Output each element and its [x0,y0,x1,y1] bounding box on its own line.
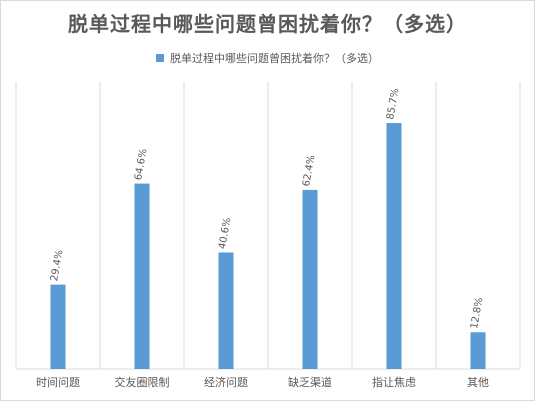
bar-2 [218,252,234,369]
data-label-1: 64.6% [133,148,149,181]
bar-0 [50,284,66,369]
category-label-1: 交友圈限制 [115,375,170,389]
legend-swatch [156,54,164,62]
category-label-4: 指让焦虑 [372,375,416,389]
bar-4 [386,123,402,369]
data-label-5: 12.8% [469,297,485,330]
data-label-3: 62.4% [301,154,317,187]
category-label-5: 其他 [467,376,489,389]
data-label-0: 29.4% [49,249,65,282]
data-label-4: 85.7% [385,87,401,120]
category-label-2: 经济问题 [204,375,248,389]
bar-3 [302,189,318,369]
data-label-2: 40.6% [217,217,233,250]
bar-5 [470,332,486,369]
chart-title: 脱单过程中哪些问题曾困扰着你？（多选） [68,12,467,36]
legend-label: 脱单过程中哪些问题曾困扰着你？（多选） [170,52,379,65]
category-label-3: 缺乏渠道 [288,375,332,389]
chart-legend: 脱单过程中哪些问题曾困扰着你？（多选） [0,50,535,66]
category-label-0: 时间问题 [36,376,80,389]
bar-1 [134,183,150,369]
